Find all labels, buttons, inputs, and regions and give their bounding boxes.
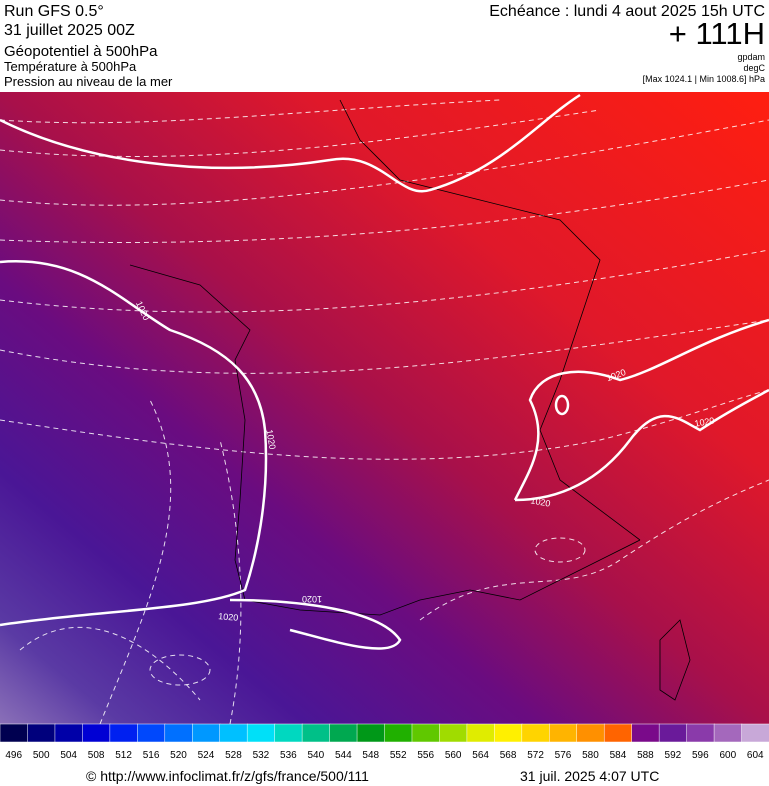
color-swatch [109,723,139,743]
forecast-time: Echéance : lundi 4 aout 2025 15h UTC [489,3,765,20]
color-swatch [741,723,769,743]
isobar-label: 1020 [218,611,239,623]
color-swatch [137,723,166,743]
color-swatch [494,723,523,743]
colorbar-label: 604 [747,750,764,761]
run-date: 31 juillet 2025 00Z [4,22,135,39]
color-swatch [631,723,660,743]
isobar-label: 1020 [530,495,551,508]
field-subtitle: Température à 500hPa [4,59,137,74]
colorbar-label: 596 [692,750,709,761]
colorbar-label: 548 [362,750,379,761]
color-swatch [411,723,441,743]
source-url: © http://www.infoclimat.fr/z/gfs/france/… [86,768,369,784]
color-swatch [658,723,688,743]
color-swatch [54,723,84,743]
colorbar-label: 600 [719,750,736,761]
color-swatch [356,723,386,743]
color-swatch [466,723,496,743]
timestamp: 31 juil. 2025 4:07 UTC [520,768,659,784]
color-swatch [603,723,633,743]
field-title: Géopotentiel à 500hPa [4,43,158,60]
colorbar-label: 496 [5,750,22,761]
colorbar-label: 588 [637,750,654,761]
colorbar-label: 560 [445,750,462,761]
color-swatch [82,723,111,743]
isobar-label: 1020 [302,594,322,604]
colorbar-label: 512 [115,750,132,761]
colorbar-label: 540 [307,750,324,761]
color-swatch [274,723,303,743]
color-swatch [301,723,331,743]
colorbar-label: 564 [472,750,489,761]
field-subtitle: Pression au niveau de la mer [4,74,173,89]
isobar-label: 1020 [694,415,715,428]
temperature-contours [0,99,769,725]
colorbar-label: 576 [555,750,572,761]
colorbar-label: 528 [225,750,242,761]
color-swatch [576,723,605,743]
temperature-field [0,92,769,724]
unit: gpdam [737,52,765,62]
color-swatch [219,723,248,743]
colorbar-label: 584 [610,750,627,761]
isobars [0,93,769,650]
colorbar-label: 580 [582,750,599,761]
colorbar-label: 524 [198,750,215,761]
color-swatch [384,723,413,743]
color-swatch [686,723,715,743]
lead-time: + 111H [669,16,765,51]
isobar-label: 1020 [264,429,277,450]
color-swatch [0,723,29,743]
color-swatch [246,723,276,743]
colorbar-label: 544 [335,750,352,761]
colorbar-label: 568 [500,750,517,761]
run-title: Run GFS 0.5° [4,3,104,20]
colorbar-label: 592 [665,750,682,761]
color-swatch [192,723,221,743]
color-swatch [329,723,358,743]
colorbar-label: 572 [527,750,544,761]
color-swatch [439,723,468,743]
colorbar-label: 504 [60,750,77,761]
pressure-range: [Max 1024.1 | Min 1008.6] hPa [643,74,765,84]
color-swatch [549,723,578,743]
colorbar-label: 536 [280,750,297,761]
unit: degC [743,63,765,73]
color-swatch [27,723,56,743]
colorbar-label: 508 [88,750,105,761]
colorbar-label: 516 [143,750,160,761]
color-swatch [521,723,551,743]
colorbar-label: 532 [253,750,270,761]
colorbar-label: 552 [390,750,407,761]
colorbar-label: 500 [33,750,50,761]
colorbar-label: 556 [417,750,434,761]
color-swatch [713,723,743,743]
colorbar: 496 500 504 508 512 516 520 524 528 532 536 540 544 5… [0,723,769,761]
color-swatch [164,723,194,743]
colorbar-label: 520 [170,750,187,761]
